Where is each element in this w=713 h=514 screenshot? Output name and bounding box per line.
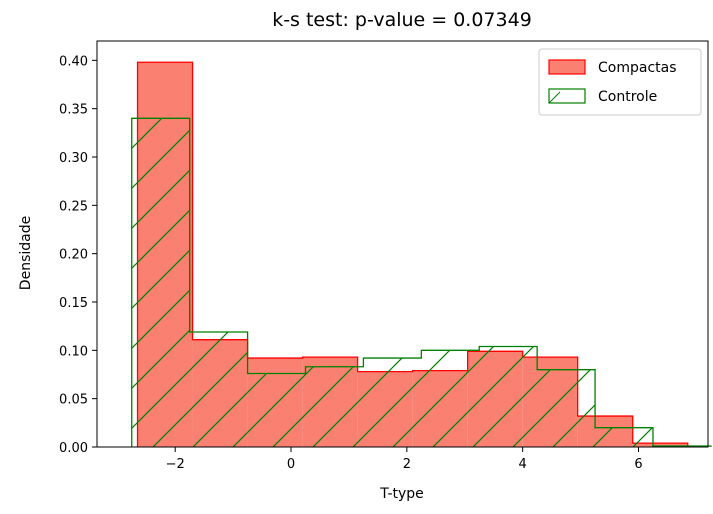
axes-layer: −2 0 2 4 6 0.00 0.05 0.10 0.15 0.20 0.25 0.30 0.35 0.… <box>59 40 709 472</box>
y-tick-label: 0.15 <box>59 296 88 311</box>
compactas-bar <box>632 443 688 447</box>
y-tick-label: 0.40 <box>59 54 88 69</box>
controle-bar <box>189 331 248 447</box>
y-tick-label: 0.20 <box>59 248 88 263</box>
legend: Compactas Controle <box>538 48 702 116</box>
y-tick-label: 0.05 <box>59 393 88 408</box>
controle-bar <box>537 369 596 447</box>
series-layer <box>131 61 712 448</box>
y-tick-label: 0.00 <box>59 441 88 456</box>
y-axis-label: Densidade <box>18 216 34 290</box>
y-tick-label: 0.25 <box>59 199 88 214</box>
x-axis-label: T-type <box>379 486 424 502</box>
controle-outline <box>131 117 712 447</box>
controle-bar <box>247 373 306 447</box>
legend-label-controle: Controle <box>598 89 657 105</box>
controle-bar <box>131 118 190 447</box>
x-tick-label: 0 <box>287 457 295 472</box>
legend-swatch-controle <box>548 88 586 104</box>
legend-label-compactas: Compactas <box>598 60 677 76</box>
x-tick-label: 2 <box>403 457 411 472</box>
x-tick-label: −2 <box>166 457 185 472</box>
chart-title: k-s test: p-value = 0.07349 <box>272 9 532 31</box>
y-tick-label: 0.35 <box>59 103 88 118</box>
controle-bar <box>363 358 422 447</box>
controle-bar <box>595 427 653 447</box>
plot-frame <box>96 40 709 448</box>
y-tick-label: 0.30 <box>59 151 88 166</box>
legend-swatch-compactas <box>548 59 586 75</box>
x-tick-label: 6 <box>634 457 642 472</box>
x-tick-label: 4 <box>519 457 527 472</box>
controle-bar <box>305 366 364 447</box>
y-tick-label: 0.10 <box>59 344 88 359</box>
legend-swatch-hatch <box>548 91 561 104</box>
controle-bar <box>421 350 480 447</box>
legend-box <box>538 48 702 116</box>
controle-bar <box>479 346 538 447</box>
